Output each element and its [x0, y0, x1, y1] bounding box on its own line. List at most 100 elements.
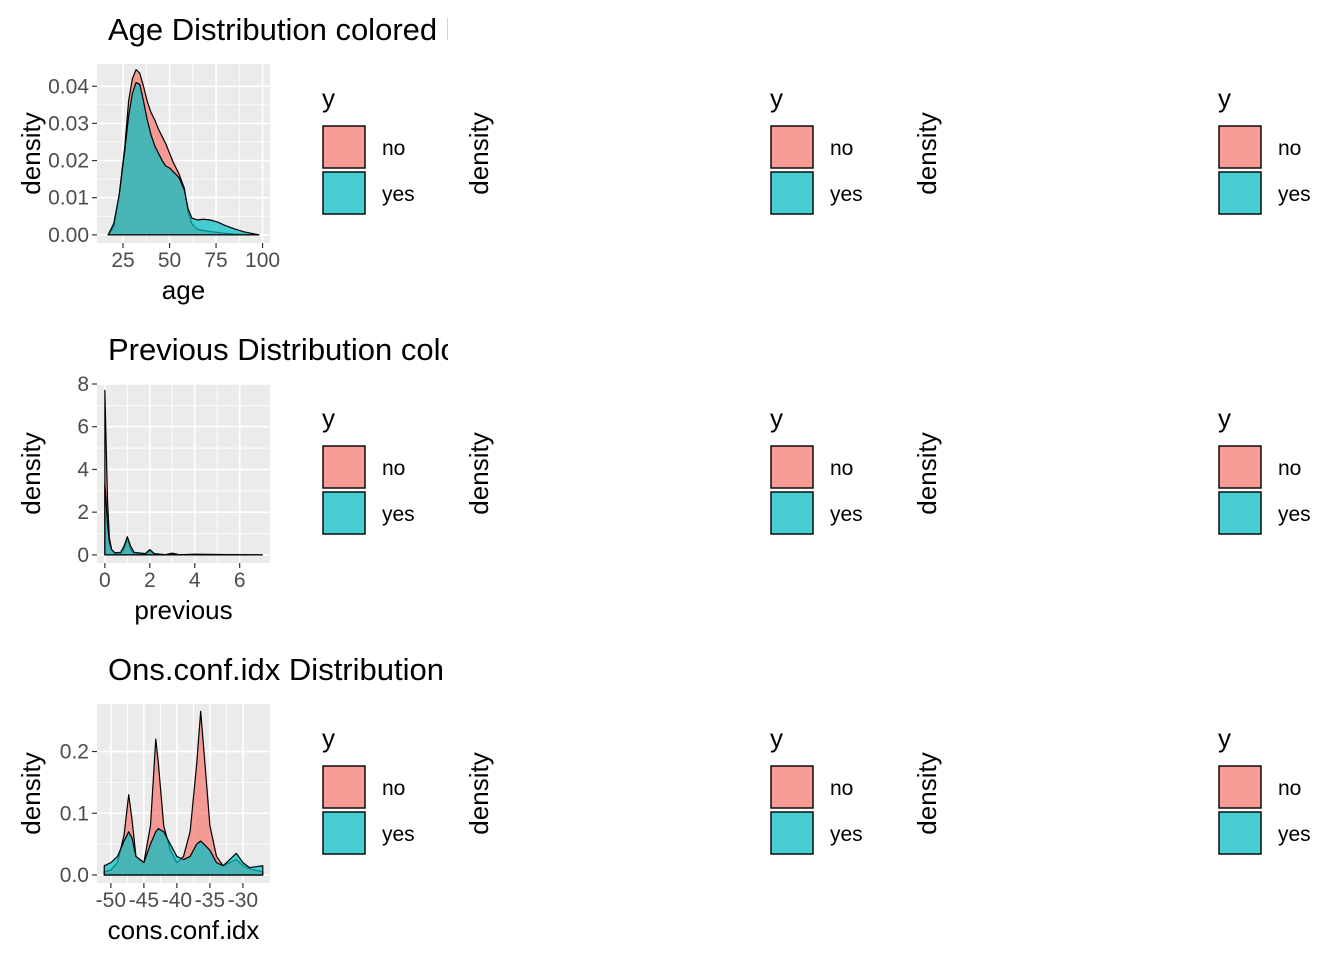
chart-panel-emp-var-rate: Emp.var.rate Distribution colored by y-3… [448, 320, 896, 640]
chart-panel-duration: Duration Distribution colored by y024680… [448, 0, 896, 320]
legend-title: y [770, 723, 783, 753]
legend-label-yes: yes [1278, 183, 1311, 206]
legend-key-yes [770, 811, 814, 855]
chart-panel-previous: Previous Distribution colored by y 0 2 4 6 0 2… [0, 320, 448, 640]
legend-key-no [1218, 765, 1262, 809]
x-axis-title: previous [134, 595, 232, 625]
legend-title: y [322, 403, 335, 433]
legend-title: y [770, 83, 783, 113]
density-chart: Previous Distribution colored by y 0 2 4 6 0 2… [16, 332, 448, 625]
y-axis-title: density [912, 752, 942, 834]
x-axis-title: age [162, 275, 205, 305]
x-tick-label: 4 [189, 569, 201, 592]
y-axis-title: density [912, 432, 942, 514]
legend-key-no [1218, 125, 1262, 169]
legend-label-no: no [382, 457, 405, 480]
chart-title: Previous Distribution colored by y [108, 332, 448, 367]
legend-label-no: no [382, 137, 405, 160]
chart-panel-campaign: Campaign Distribution colored by y012340… [896, 0, 1344, 320]
legend-key-no [322, 125, 366, 169]
legend-label-no: no [1278, 137, 1301, 160]
y-tick-label: 4 [77, 458, 89, 481]
legend-label-no: no [382, 777, 405, 800]
legend-label-yes: yes [830, 183, 863, 206]
legend-key-yes [1218, 491, 1262, 535]
x-tick-label: 0 [99, 569, 111, 592]
legend-key-no [322, 765, 366, 809]
legend-title: y [1218, 723, 1231, 753]
legend-key-no [322, 445, 366, 489]
legend-key-yes [1218, 171, 1262, 215]
density-chart: Euribor3m Distribution colored by y12345… [464, 723, 863, 855]
chart-panel-euribor3m: Euribor3m Distribution colored by y12345… [448, 640, 896, 960]
y-tick-label: 0 [77, 544, 89, 567]
chart-panel-age: Age Distribution colored by y 25 50 75 100 0.… [0, 0, 448, 320]
chart-title: Ons.conf.idx Distribution colored by y [108, 652, 448, 687]
y-tick-label: 0.02 [48, 150, 89, 173]
legend-label-no: no [830, 457, 853, 480]
legend-label-yes: yes [830, 503, 863, 526]
density-areas [104, 389, 263, 556]
legend-key-no [770, 765, 814, 809]
y-tick-label: 6 [77, 416, 89, 439]
legend-label-yes: yes [382, 503, 415, 526]
y-axis-title: density [464, 432, 494, 514]
legend-title: y [1218, 403, 1231, 433]
density-chart: Campaign Distribution colored by y012340… [912, 83, 1311, 215]
legend-label-no: no [1278, 457, 1301, 480]
legend-key-yes [322, 171, 366, 215]
y-tick-label: 0.00 [48, 224, 89, 247]
x-tick-label: 2 [144, 569, 156, 592]
legend-label-yes: yes [382, 183, 415, 206]
x-tick-label: -50 [96, 889, 126, 912]
density-chart: Duration Distribution colored by y024680… [464, 83, 863, 215]
legend: y no yes [770, 83, 863, 215]
legend-key-no [1218, 445, 1262, 489]
legend-key-yes [322, 491, 366, 535]
x-tick-label: 75 [204, 249, 227, 272]
density-area-yes [103, 828, 264, 876]
x-tick-label: -35 [195, 889, 225, 912]
legend-label-yes: yes [830, 823, 863, 846]
density-chart: Age Distribution colored by y 25 50 75 100 0.… [16, 12, 448, 305]
x-tick-label: -45 [129, 889, 159, 912]
legend: y no yes [1218, 83, 1311, 215]
legend-key-yes [1218, 811, 1262, 855]
y-axis-title: density [464, 752, 494, 834]
chart-title: Age Distribution colored by y [108, 12, 448, 47]
legend-label-yes: yes [1278, 823, 1311, 846]
legend-label-yes: yes [1278, 503, 1311, 526]
y-axis-title: density [912, 112, 942, 194]
x-axis-title: cons.conf.idx [108, 915, 260, 945]
y-tick-label: 0.03 [48, 112, 89, 135]
density-chart: Nr.employed Distribution colored by y500… [912, 723, 1311, 855]
y-tick-label: 0.04 [48, 75, 89, 98]
legend-label-no: no [1278, 777, 1301, 800]
density-chart: Ons.conf.idx Distribution colored by y -5… [16, 652, 448, 945]
legend-title: y [322, 83, 335, 113]
legend: y no yes [770, 723, 863, 855]
chart-panel-nr-employed: Nr.employed Distribution colored by y500… [896, 640, 1344, 960]
legend: y no yes [322, 83, 415, 215]
y-axis-title: density [16, 112, 46, 194]
legend: y no yes [770, 403, 863, 535]
legend-key-no [770, 445, 814, 489]
legend: y no yes [322, 723, 415, 855]
legend-title: y [770, 403, 783, 433]
y-axis-title: density [16, 432, 46, 514]
legend-key-no [770, 125, 814, 169]
plot-panel [97, 384, 270, 563]
legend-title: y [1218, 83, 1231, 113]
x-tick-label: 50 [158, 249, 181, 272]
density-area-yes [104, 483, 263, 556]
legend: y no yes [1218, 403, 1311, 535]
y-axis-title: density [16, 752, 46, 834]
legend-key-yes [322, 811, 366, 855]
y-tick-label: 0.0 [60, 864, 89, 887]
legend-label-yes: yes [382, 823, 415, 846]
legend-key-yes [770, 171, 814, 215]
chart-panel-cons-price-idx: Cons.price.idx Distribution colored by y… [896, 320, 1344, 640]
x-tick-label: 25 [111, 249, 134, 272]
density-areas [107, 68, 260, 236]
